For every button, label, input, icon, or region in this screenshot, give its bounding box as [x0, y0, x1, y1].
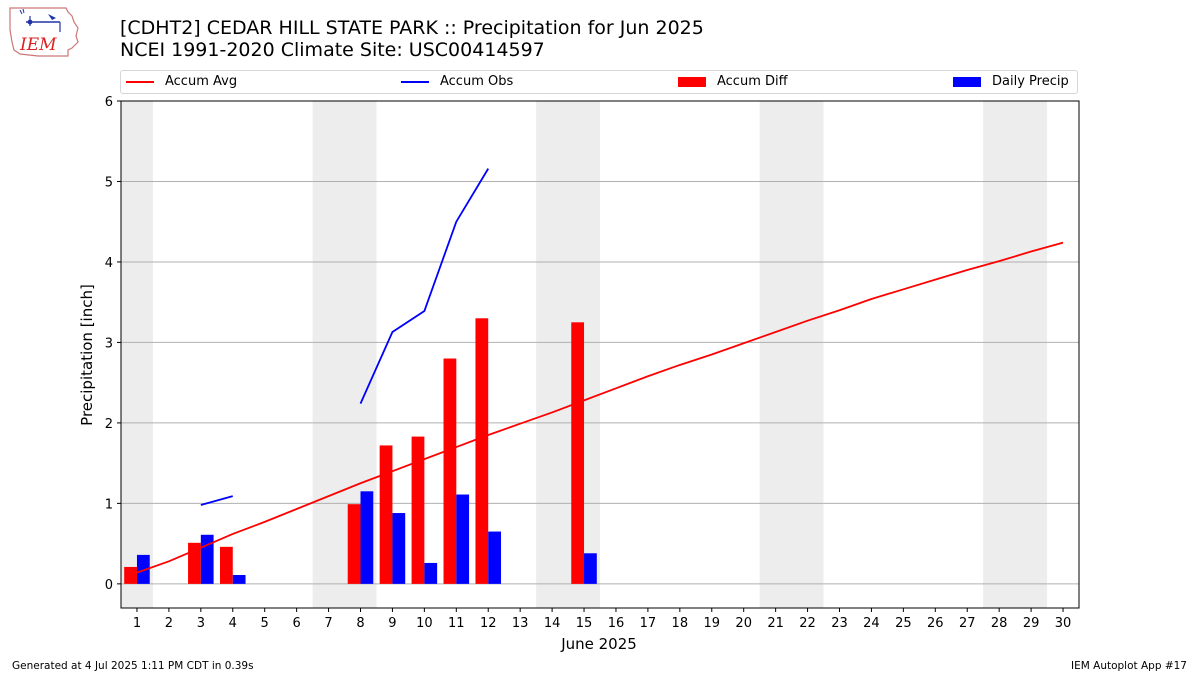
y-tick-label: 0 [105, 578, 113, 593]
weekend-shade [983, 101, 1048, 608]
legend: Accum Avg Accum Obs Accum Diff Daily Pre… [120, 70, 1078, 94]
x-tick-label: 10 [416, 616, 433, 631]
legend-label: Accum Obs [440, 74, 514, 89]
daily-precip-bar [360, 491, 374, 584]
chart-subtitle: NCEI 1991-2020 Climate Site: USC00414597 [120, 39, 545, 61]
x-tick-label: 18 [672, 616, 689, 631]
x-tick-label: 25 [895, 616, 912, 631]
legend-item-daily-precip: Daily Precip [953, 74, 1069, 89]
legend-item-accum-obs: Accum Obs [401, 74, 513, 89]
accum-avg-line [136, 241, 1064, 574]
x-tick-label: 19 [703, 616, 720, 631]
daily-precip-bar [488, 531, 502, 584]
y-tick-label: 2 [105, 417, 113, 432]
y-axis-label: Precipitation [inch] [78, 284, 96, 426]
x-tick-label: 21 [767, 616, 784, 631]
accum-obs-line [200, 495, 234, 506]
daily-precip-bar [392, 513, 406, 584]
y-tick-label: 5 [105, 175, 113, 190]
plot-frame [120, 100, 1080, 609]
y-tick-label: 3 [105, 336, 113, 351]
x-tick-label: 4 [229, 616, 237, 631]
x-tick-label: 29 [1023, 616, 1040, 631]
x-tick-label: 13 [512, 616, 529, 631]
x-axis-label: June 2025 [560, 635, 637, 653]
legend-swatch [126, 80, 154, 83]
x-tick-label: 22 [799, 616, 816, 631]
x-tick-label: 8 [356, 616, 364, 631]
x-tick-label: 1 [133, 616, 141, 631]
accum-diff-bar [411, 436, 425, 584]
x-tick-label: 12 [480, 616, 497, 631]
x-tick-label: 6 [292, 616, 300, 631]
x-tick-label: 27 [959, 616, 976, 631]
x-tick-label: 14 [544, 616, 561, 631]
legend-label: Accum Diff [717, 74, 788, 89]
accum-diff-bar [379, 445, 393, 584]
x-tick-label: 15 [576, 616, 593, 631]
chart-title: [CDHT2] CEDAR HILL STATE PARK :: Precipi… [120, 17, 704, 39]
y-tick-label: 1 [105, 497, 113, 512]
weekend-shade [759, 101, 824, 608]
accum-diff-bar [219, 546, 233, 584]
iem-logo-text: IEM [19, 35, 57, 55]
legend-item-accum-diff: Accum Diff [678, 74, 788, 89]
x-tick-label: 17 [640, 616, 657, 631]
accum-diff-bar [347, 504, 361, 584]
legend-swatch [953, 76, 981, 87]
y-tick-label: 4 [105, 256, 113, 271]
legend-swatch [678, 76, 706, 87]
accum-diff-bar [124, 566, 137, 584]
daily-precip-bar [456, 494, 470, 584]
x-tick-label: 7 [324, 616, 332, 631]
legend-label: Daily Precip [992, 74, 1069, 89]
daily-precip-bar [584, 553, 597, 584]
x-tick-label: 20 [735, 616, 752, 631]
daily-precip-bar [424, 562, 438, 584]
x-tick-label: 28 [991, 616, 1008, 631]
footer-generated-text: Generated at 4 Jul 2025 1:11 PM CDT in 0… [12, 660, 254, 672]
x-tick-label: 11 [448, 616, 465, 631]
daily-precip-bar [232, 575, 246, 584]
iem-logo: IEM [9, 7, 79, 57]
daily-precip-bar [136, 554, 150, 584]
legend-label: Accum Avg [165, 74, 238, 89]
legend-item-accum-avg: Accum Avg [126, 74, 237, 89]
y-tick-label: 6 [105, 95, 113, 110]
legend-swatch [401, 80, 429, 83]
x-tick-label: 16 [608, 616, 625, 631]
x-tick-label: 30 [1055, 616, 1072, 631]
weather-instrument-icon [19, 8, 61, 32]
x-tick-label: 5 [261, 616, 269, 631]
accum-diff-bar [475, 318, 489, 584]
x-tick-label: 24 [863, 616, 880, 631]
x-tick-label: 26 [927, 616, 944, 631]
x-tick-label: 3 [197, 616, 205, 631]
weekend-shade [536, 101, 600, 608]
accum-diff-bar [443, 358, 457, 584]
x-tick-label: 2 [165, 616, 173, 631]
accum-obs-line [359, 168, 490, 404]
x-tick-label: 23 [831, 616, 848, 631]
x-tick-label: 9 [388, 616, 396, 631]
weekend-shade [121, 101, 153, 608]
accum-diff-bar [188, 542, 201, 584]
accum-diff-bar [571, 322, 585, 584]
footer-app-text: IEM Autoplot App #17 [1071, 660, 1187, 672]
